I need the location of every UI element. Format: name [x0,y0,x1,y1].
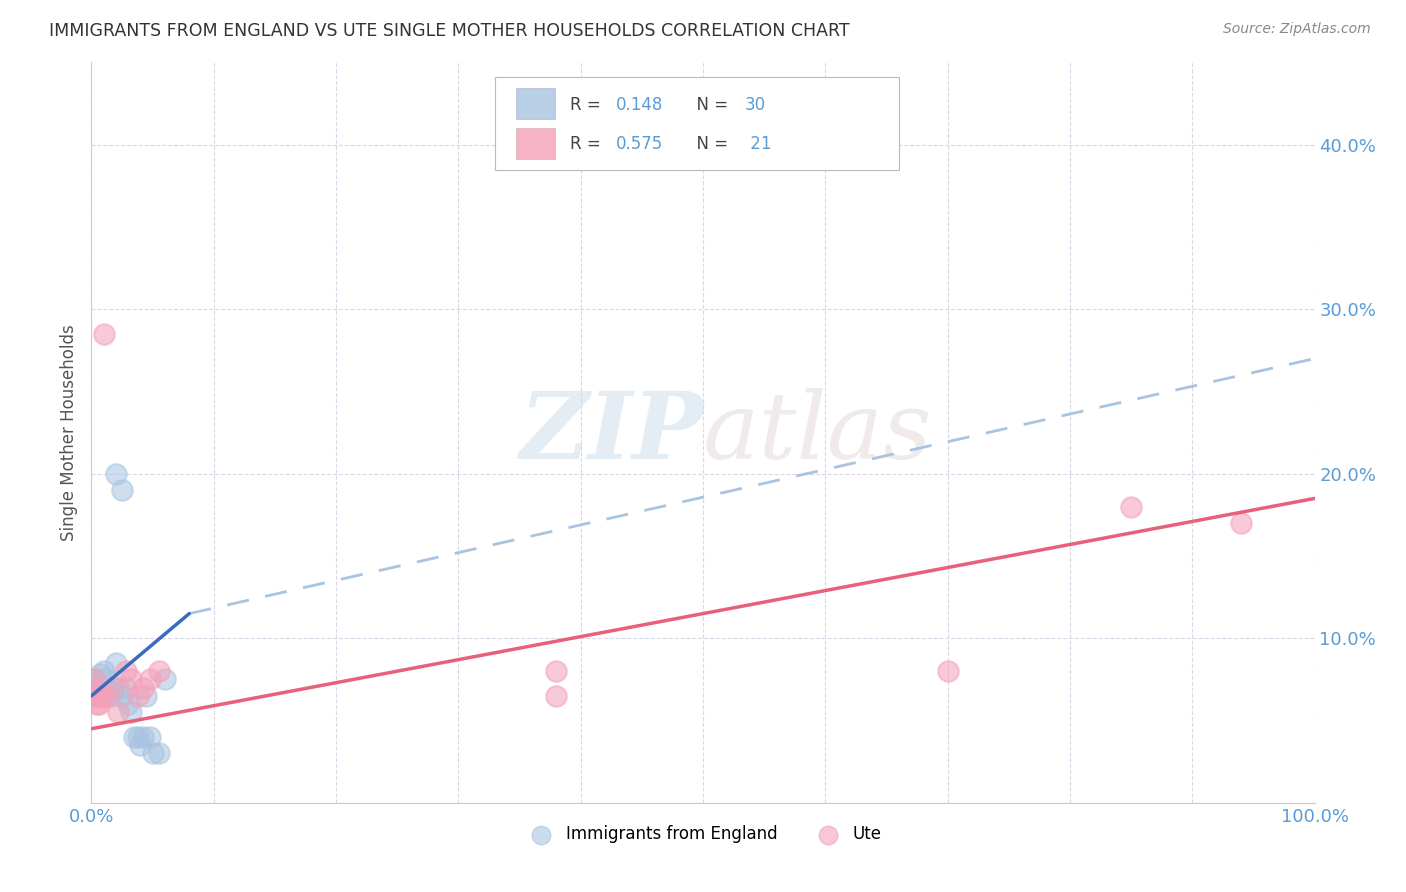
Point [127,730,149,744]
Text: R =: R = [569,135,606,153]
Point [120,706,142,720]
Text: atlas: atlas [703,388,932,477]
Point [94,673,117,687]
Point [93,664,115,678]
Point [139,730,162,744]
Point [127,689,149,703]
Point [84,681,107,695]
Text: N =: N = [686,95,734,114]
Point [1230,516,1253,530]
Point [91,689,114,703]
Point [122,730,145,744]
Point [94,689,117,703]
Point [546,689,568,703]
Point [103,681,125,695]
Point [84,681,107,695]
Point [86,684,108,698]
Text: IMMIGRANTS FROM ENGLAND VS UTE SINGLE MOTHER HOUSEHOLDS CORRELATION CHART: IMMIGRANTS FROM ENGLAND VS UTE SINGLE MO… [49,22,849,40]
Point [107,706,129,720]
Point [148,664,170,678]
Text: R =: R = [569,95,606,114]
Point [89,667,111,681]
Point [84,697,107,711]
Point [114,681,136,695]
Text: ZIP: ZIP [519,388,703,477]
Point [148,747,170,761]
Point [83,689,105,703]
Point [132,730,155,744]
Point [141,747,163,761]
Point [97,681,120,695]
Point [546,664,568,678]
Point [107,681,129,695]
Point [84,673,107,687]
Text: 0.148: 0.148 [616,95,664,114]
Bar [516,128,555,160]
Point [103,684,125,698]
Point [104,467,127,481]
Point [129,738,152,752]
Point [100,689,122,703]
Text: 21: 21 [745,135,770,153]
Y-axis label: Single Mother Households: Single Mother Households [59,325,77,541]
Point [936,664,959,678]
Point [114,664,136,678]
Text: N =: N = [686,135,734,153]
Point [139,673,162,687]
Point [83,673,105,687]
Point [132,681,155,695]
Bar [516,88,555,120]
Point [153,673,176,687]
Point [90,681,112,695]
Legend: Immigrants from England, Ute: Immigrants from England, Ute [517,819,889,850]
Point [104,656,127,670]
Point [111,483,134,498]
Point [135,689,157,703]
Point [120,673,142,687]
Text: 30: 30 [745,95,766,114]
Point [86,689,108,703]
Point [93,326,115,341]
Point [117,697,139,711]
Text: Source: ZipAtlas.com: Source: ZipAtlas.com [1223,22,1371,37]
Point [1121,500,1143,514]
FancyBboxPatch shape [495,78,898,169]
Point [111,689,134,703]
Point [87,689,110,703]
Point [87,697,110,711]
Point [90,689,112,703]
Text: 0.575: 0.575 [616,135,664,153]
